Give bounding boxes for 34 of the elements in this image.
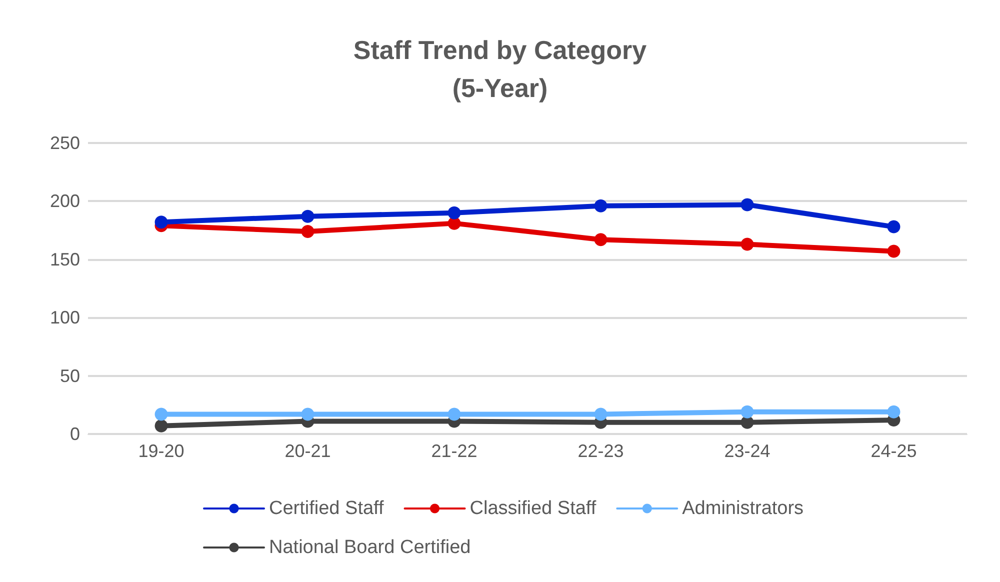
point bbox=[154, 216, 168, 229]
point bbox=[594, 408, 608, 421]
x-tick-label: 19-20 bbox=[138, 441, 184, 461]
legend-label: Administrators bbox=[682, 498, 804, 519]
point bbox=[301, 408, 314, 421]
y-tick-label: 100 bbox=[50, 308, 80, 328]
chart-title: Staff Trend by Category (5-Year) bbox=[353, 35, 648, 103]
y-tick-label: 50 bbox=[60, 366, 80, 386]
point bbox=[887, 244, 900, 258]
point bbox=[740, 238, 754, 251]
point bbox=[594, 199, 608, 212]
point bbox=[301, 224, 314, 238]
legend-label: Classified Staff bbox=[470, 498, 597, 519]
point bbox=[448, 408, 461, 421]
x-tick-label: 20-21 bbox=[284, 441, 331, 461]
x-tick-label: 22-23 bbox=[578, 441, 624, 461]
y-tick-label: 250 bbox=[50, 133, 80, 153]
legend-label: Certified Staff bbox=[269, 498, 384, 519]
point bbox=[301, 210, 314, 223]
point bbox=[594, 233, 608, 246]
y-tick-label: 200 bbox=[50, 191, 80, 212]
point bbox=[154, 419, 168, 432]
point bbox=[887, 220, 900, 234]
legend-label: National Board Certified bbox=[269, 537, 471, 558]
point bbox=[887, 405, 900, 418]
point bbox=[448, 206, 461, 220]
point bbox=[154, 408, 168, 421]
x-tick-label: 21-22 bbox=[431, 441, 478, 461]
y-tick-label: 0 bbox=[70, 424, 80, 444]
y-tick-label: 150 bbox=[50, 249, 80, 270]
point bbox=[740, 198, 754, 212]
point bbox=[740, 405, 754, 418]
x-tick-label: 24-25 bbox=[870, 441, 917, 461]
x-tick-label: 23-24 bbox=[724, 441, 770, 461]
